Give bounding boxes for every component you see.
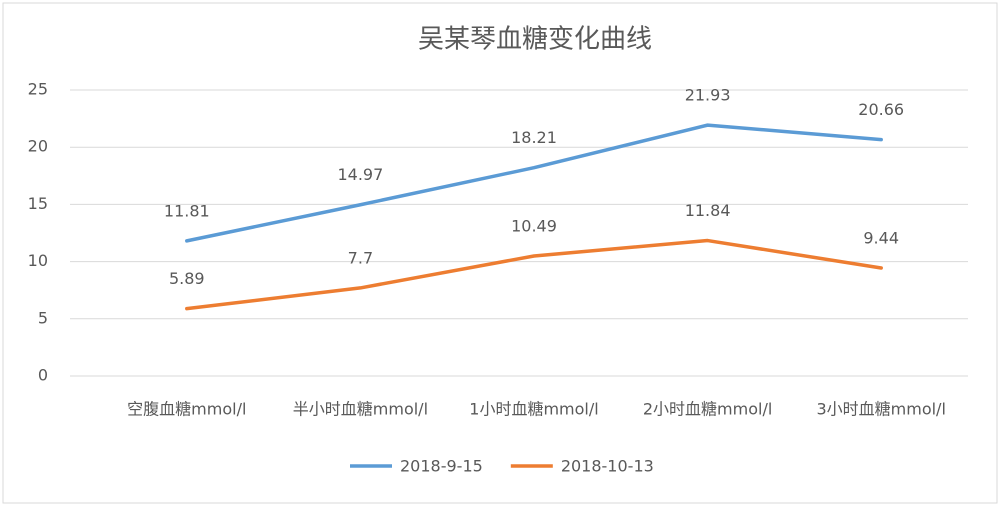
series-line <box>185 238 883 311</box>
data-label: 7.7 <box>348 248 373 267</box>
legend-label: 2018-10-13 <box>561 457 654 476</box>
chart-title: 吴某琴血糖变化曲线 <box>418 25 652 55</box>
data-label: 11.81 <box>164 201 210 220</box>
data-label: 20.66 <box>858 100 904 119</box>
data-label: 9.44 <box>863 229 899 248</box>
x-tick-label: 3小时血糖mmol/l <box>816 400 945 419</box>
y-tick-label: 5 <box>38 308 48 327</box>
x-tick-label: 2小时血糖mmol/l <box>643 400 772 419</box>
data-label: 5.89 <box>169 269 205 288</box>
series-line <box>185 123 883 243</box>
y-tick-label: 15 <box>28 194 48 213</box>
y-tick-label: 20 <box>28 137 48 156</box>
y-tick-label: 25 <box>28 80 48 99</box>
y-tick-label: 10 <box>28 251 48 270</box>
x-tick-label: 空腹血糖mmol/l <box>127 400 246 419</box>
data-label: 10.49 <box>511 216 557 235</box>
data-label: 18.21 <box>511 128 557 147</box>
y-tick-label: 0 <box>38 366 48 385</box>
x-tick-label: 1小时血糖mmol/l <box>469 400 598 419</box>
x-tick-label: 半小时血糖mmol/l <box>293 400 428 419</box>
legend-label: 2018-9-15 <box>400 457 483 476</box>
data-label: 14.97 <box>337 165 383 184</box>
data-label: 21.93 <box>685 86 731 105</box>
data-label: 11.84 <box>685 201 731 220</box>
